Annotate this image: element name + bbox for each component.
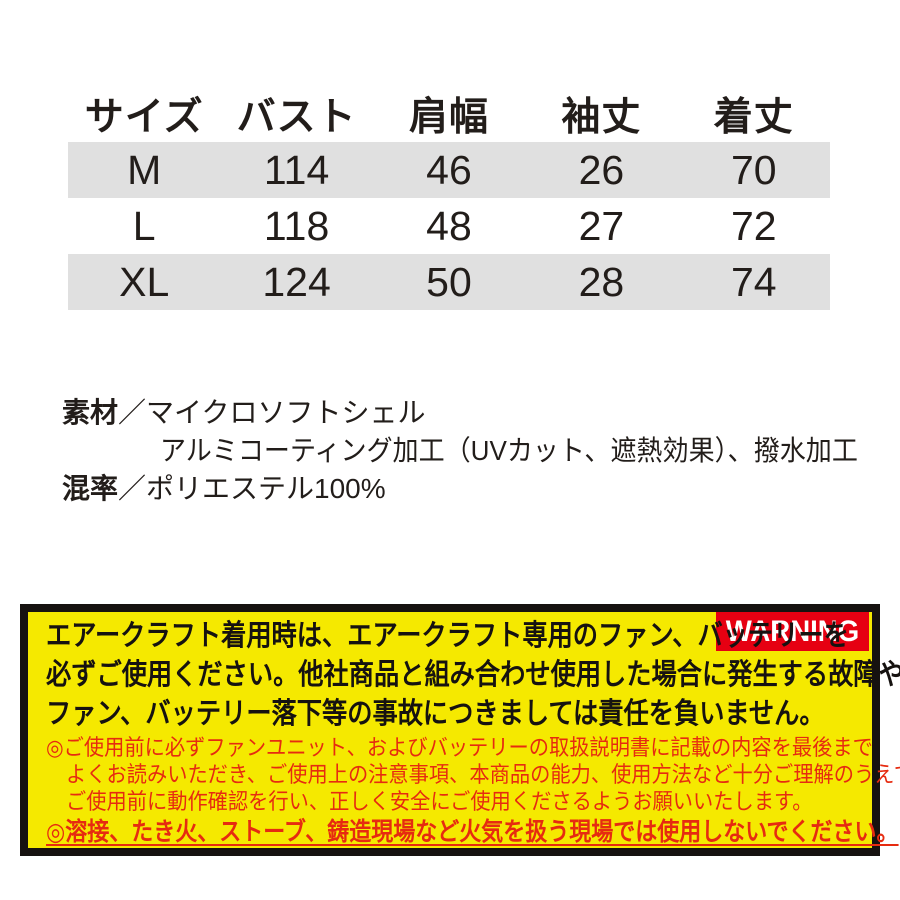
size-spec-table: サイズ バスト 肩幅 袖丈 着丈 M 114 46 26 70 L 118 48… — [68, 93, 830, 310]
blend-label: 混率 — [62, 473, 119, 504]
cell-sleeve: 27 — [578, 203, 625, 249]
cell-bust: 124 — [262, 259, 331, 305]
cell-shoulder: 50 — [426, 259, 472, 305]
warning-note-line-3: ご使用前に動作確認を行い、正しく安全にご使用くださるようお願いいたします。 — [66, 789, 813, 814]
cell-sleeve: 28 — [578, 259, 625, 305]
blend-value: ポリエステル100% — [146, 473, 386, 504]
column-header-shoulder: 肩幅 — [408, 96, 489, 139]
cell-length: 72 — [730, 203, 777, 249]
warning-box: WARNING エアークラフト着用時は、エアークラフト専用のファン、バッテリーを… — [20, 604, 900, 856]
warning-note-line-2: よくお読みいただき、ご使用上の注意事項、本商品の能力、使用方法など十分ご理解のう… — [66, 762, 900, 787]
warning-badge: WARNING — [716, 612, 869, 651]
cell-size: L — [132, 203, 156, 249]
table-row-m: M 114 46 26 70 — [68, 142, 830, 198]
column-header-size: サイズ — [84, 96, 204, 139]
column-header-length: 着丈 — [713, 96, 794, 139]
cell-length: 74 — [730, 259, 777, 305]
separator-slash: ／ — [118, 473, 147, 504]
material-value: マイクロソフトシェル — [146, 397, 426, 428]
warning-main-line-2: 必ずご使用ください。他社商品と組み合わせ使用した場合に発生する故障や — [46, 659, 900, 691]
table-row-l: L 118 48 27 72 — [68, 198, 830, 254]
material-specs: 素材／マイクロソフトシェル アルミコーティング加工（UVカット、遮熱効果）、撥水… — [62, 394, 900, 508]
table-row-xl: XL 124 50 28 74 — [68, 254, 830, 310]
material-line-2: アルミコーティング加工（UVカット、遮熱効果）、撥水加工 — [160, 435, 858, 466]
cell-size: XL — [119, 259, 170, 305]
table-header-row: サイズ バスト 肩幅 袖丈 着丈 — [68, 93, 830, 142]
cell-shoulder: 48 — [426, 203, 472, 249]
warning-final-note: ◎溶接、たき火、ストーブ、鋳造現場など火気を扱う現場では使用しないでください。 — [46, 818, 899, 846]
cell-bust: 118 — [263, 203, 330, 249]
material-label: 素材 — [62, 397, 119, 428]
cell-shoulder: 46 — [426, 147, 472, 193]
cell-sleeve: 26 — [578, 147, 625, 193]
material-line: 素材／マイクロソフトシェル — [62, 394, 900, 432]
cell-length: 70 — [730, 147, 777, 193]
warning-main-line-1: エアークラフト着用時は、エアークラフト専用のファン、バッテリーを — [46, 620, 849, 652]
cell-size: M — [127, 147, 162, 193]
warning-badge-label: WARNING — [725, 614, 860, 648]
separator-slash: ／ — [118, 397, 147, 428]
column-header-bust: バスト — [236, 96, 357, 139]
column-header-sleeve: 袖丈 — [561, 96, 642, 139]
warning-content: エアークラフト着用時は、エアークラフト専用のファン、バッテリーを 必ずご使用くだ… — [28, 612, 900, 848]
cell-bust: 114 — [263, 147, 330, 193]
warning-main-line-3: ファン、バッテリー落下等の事故につきましては責任を負いません。 — [46, 698, 825, 730]
blend-line: 混率／ポリエステル100% — [62, 470, 900, 508]
warning-note-line-1: ◎ご使用前に必ずファンユニット、およびバッテリーの取扱説明書に記載の内容を最後ま… — [46, 735, 873, 760]
